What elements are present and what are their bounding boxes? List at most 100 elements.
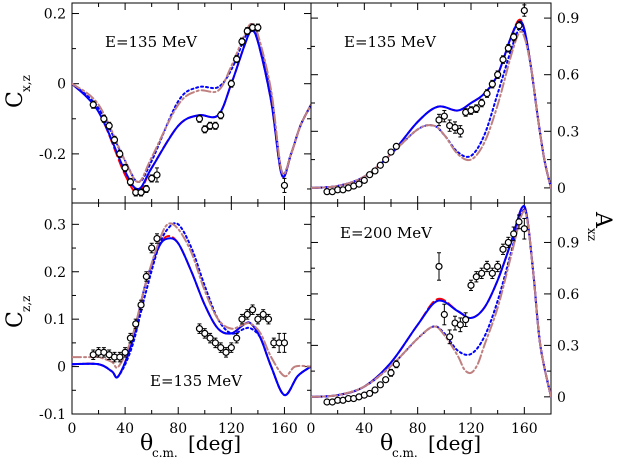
- x-tick-label: 40: [355, 421, 373, 437]
- data-point: [116, 353, 124, 361]
- data-point: [504, 238, 512, 247]
- data-point: [435, 262, 443, 271]
- data-point: [222, 348, 230, 356]
- y-axis-title-top-left-subscript: x,z: [19, 75, 33, 92]
- data-point: [515, 22, 523, 30]
- data-point: [238, 315, 246, 323]
- x-axis-title-right-subscript: c.m.: [392, 446, 418, 460]
- plot-area: [72, 23, 311, 197]
- data-point: [233, 334, 241, 342]
- data-point: [248, 306, 257, 314]
- y-tick-label: 0.2: [44, 265, 66, 281]
- data-point: [153, 234, 161, 243]
- series-line-dashdot: [72, 222, 311, 378]
- y-tick-label: 0.6: [557, 287, 579, 303]
- data-point: [227, 80, 235, 88]
- data-point: [483, 89, 491, 98]
- y-tick-label: 0.3: [44, 217, 66, 233]
- data-point: [488, 80, 496, 88]
- plot-area: [72, 222, 311, 397]
- energy-annotation: E=135 MeV: [150, 372, 243, 390]
- data-point: [456, 321, 464, 329]
- data-point: [472, 273, 480, 281]
- data-point: [201, 125, 209, 133]
- data-point: [510, 33, 518, 41]
- data-point: [462, 316, 470, 324]
- series-line-dotted: [311, 27, 551, 189]
- data-point: [371, 167, 379, 175]
- data-point: [243, 27, 251, 35]
- data-point: [488, 269, 496, 277]
- energy-annotation: E=200 MeV: [340, 224, 433, 242]
- data-point: [499, 245, 507, 253]
- y-tick-label: 0: [57, 77, 66, 93]
- data-point: [195, 115, 204, 123]
- series-line-dotted: [72, 222, 311, 397]
- panel-bottom-right: 0 40 80 120 160 0 0.3 0.6 0.9 E=200 MeV: [307, 202, 579, 437]
- y-tick-label: 0.2: [44, 7, 66, 23]
- y-axis-title-bottom-left-subscript: z,z: [19, 296, 33, 312]
- data-point: [148, 244, 156, 252]
- data-point: [211, 339, 219, 347]
- y-axis-title-right: A xz: [585, 211, 615, 241]
- y-tick-label: 0: [557, 390, 566, 406]
- data-point: [366, 171, 374, 179]
- series-line-dashdot: [311, 209, 551, 398]
- data-point: [264, 315, 273, 323]
- x-axis-title-right-symbol: θ: [380, 431, 393, 456]
- y-tick-label: 0.6: [557, 68, 579, 84]
- data-point: [142, 272, 150, 281]
- data-point: [254, 315, 262, 323]
- y-axis-title-right-subscript: xz: [585, 228, 599, 241]
- data-point: [126, 334, 135, 342]
- data-point: [520, 225, 528, 233]
- data-point: [238, 37, 246, 46]
- data-point: [392, 360, 400, 368]
- data-point: [121, 348, 129, 356]
- data-point: [217, 111, 225, 119]
- data-point: [153, 171, 161, 179]
- x-tick-label: 80: [169, 421, 187, 437]
- data-point: [494, 71, 502, 79]
- y-tick-label: 0.3: [557, 338, 579, 354]
- data-point: [110, 136, 119, 144]
- data-point: [451, 123, 459, 132]
- x-axis-title-right-unit: [deg]: [428, 431, 481, 455]
- x-axis-title-left: θ c.m. [deg]: [140, 431, 241, 460]
- data-point: [478, 269, 486, 277]
- data-point: [217, 344, 225, 352]
- data-point: [137, 301, 145, 309]
- data-point: [126, 178, 135, 186]
- panels-layer: 0.2 0 -0.2 E=135 MeV 0 0.3 0.6 0.9 E=135 MeV 0 40 8…: [39, 2, 579, 437]
- energy-annotation: E=135 MeV: [105, 33, 198, 51]
- series-line-solid: [72, 29, 311, 190]
- data-point: [499, 56, 507, 64]
- data-point: [233, 55, 241, 63]
- y-axis-title-bottom-left-symbol: C: [3, 311, 28, 328]
- data-point: [280, 339, 289, 347]
- data-point: [456, 127, 464, 135]
- y-tick-label: 0.9: [557, 11, 579, 27]
- data-point: [440, 310, 448, 319]
- y-tick-label: 0.1: [44, 312, 66, 328]
- x-axis-title-left-unit: [deg]: [188, 431, 241, 455]
- data-point: [376, 381, 384, 389]
- data-point: [132, 320, 140, 328]
- data-point: [89, 101, 97, 109]
- data-point: [435, 116, 443, 124]
- data-point: [382, 376, 390, 384]
- plot-area: [311, 204, 551, 406]
- y-axis-title-top-left-symbol: C: [3, 91, 28, 108]
- data-point: [211, 122, 219, 130]
- x-axis-title-right: θ c.m. [deg]: [380, 431, 481, 460]
- panel-top-left: 0.2 0 -0.2 E=135 MeV: [39, 2, 312, 204]
- data-point: [515, 218, 523, 226]
- y-axis-title-top-left: C x,z: [3, 75, 33, 108]
- y-axis-title-bottom-left: C z,z: [3, 296, 33, 328]
- x-tick-label: 160: [511, 421, 538, 437]
- data-point: [467, 281, 475, 289]
- x-tick-label: 80: [409, 421, 427, 437]
- x-tick-label: 120: [218, 421, 245, 437]
